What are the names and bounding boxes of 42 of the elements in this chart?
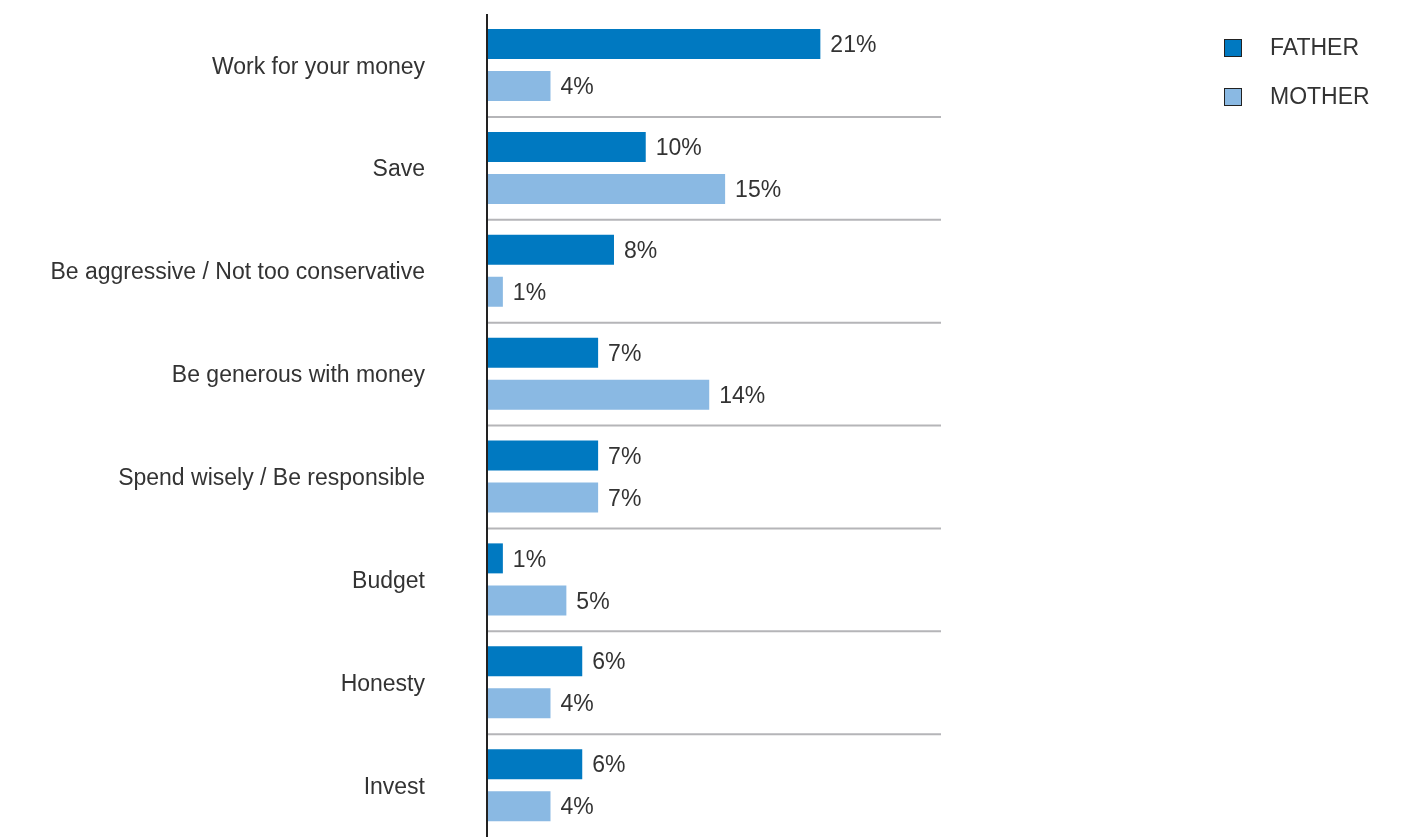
bar (487, 379, 710, 410)
y-tick-label: Be generous with money (171, 361, 426, 388)
bar (487, 337, 599, 368)
data-label: 10% (655, 134, 702, 161)
bar (487, 440, 599, 471)
data-label: 8% (623, 236, 658, 263)
data-label: 14% (719, 381, 766, 408)
data-label: 4% (560, 793, 594, 820)
bar (487, 276, 503, 307)
bar (487, 791, 551, 822)
bar (487, 543, 503, 574)
bar (487, 749, 583, 780)
data-label: 4% (560, 73, 594, 100)
bar (487, 71, 551, 101)
y-tick-label: Budget (352, 566, 426, 593)
bar (487, 173, 726, 204)
data-label: 15% (735, 176, 782, 203)
y-tick-label: Invest (363, 772, 426, 799)
bar (487, 585, 567, 616)
data-label: 21% (830, 31, 877, 58)
legend-label: FATHER (1270, 34, 1360, 61)
y-tick-label: Work for your money (211, 52, 426, 79)
data-label: 7% (608, 339, 642, 366)
data-label: 4% (560, 690, 594, 717)
data-label: 5% (576, 587, 610, 614)
bar (487, 234, 614, 265)
data-label: 1% (512, 545, 547, 572)
bar (487, 29, 821, 59)
data-label: 7% (608, 442, 642, 469)
bar (487, 131, 646, 162)
data-label: 7% (608, 484, 642, 511)
legend-label: MOTHER (1270, 83, 1370, 110)
y-tick-label: Spend wisely / Be responsible (118, 464, 425, 491)
data-label: 6% (592, 648, 626, 675)
data-label: 1% (512, 278, 547, 305)
y-tick-label: Save (372, 155, 425, 182)
bar (487, 646, 583, 677)
bar (487, 482, 599, 513)
data-label: 6% (592, 751, 626, 778)
y-tick-label: Be aggressive / Not too conservative (50, 258, 425, 285)
y-tick-label: Honesty (340, 669, 426, 696)
bar (487, 688, 551, 719)
